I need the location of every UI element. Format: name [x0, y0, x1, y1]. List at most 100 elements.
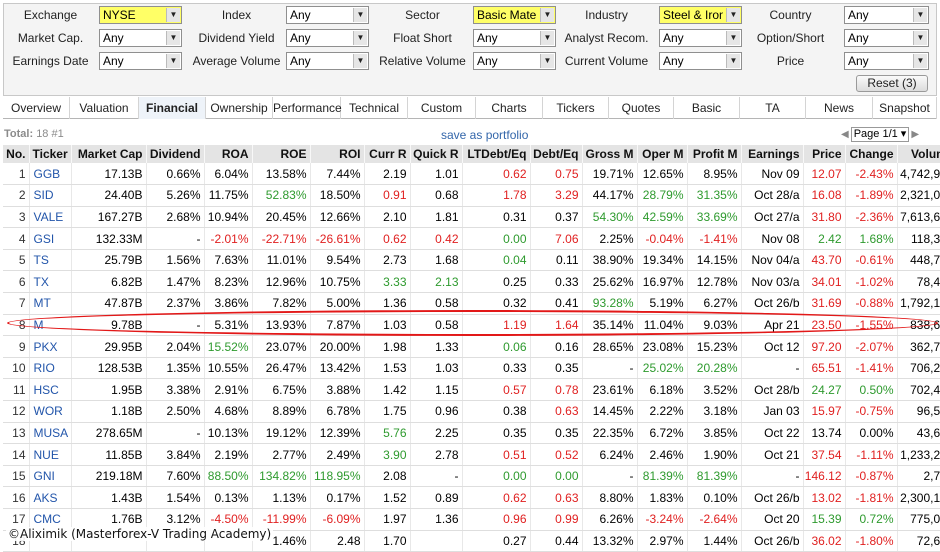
ticker-link[interactable]: TS	[29, 249, 72, 272]
ticker-link[interactable]: AKS	[29, 486, 72, 509]
table-row[interactable]: 7 MT 47.87B 2.37% 3.86% 7.82% 5.00% 1.36 0.58 0.3…	[3, 292, 940, 315]
dropdown-arrow-icon[interactable]: ▼	[166, 54, 180, 68]
filter-select[interactable]: Any ▼	[659, 29, 742, 47]
tab-news[interactable]: News	[806, 97, 873, 119]
filter-select[interactable]: Any ▼	[844, 6, 929, 24]
table-row[interactable]: 10 RIO 128.53B 1.35% 10.55% 26.47% 13.42% 1.53 1…	[3, 357, 940, 380]
ticker-link[interactable]: WOR	[29, 400, 72, 423]
ticker-link[interactable]: GNI	[29, 465, 72, 488]
column-header[interactable]: Price	[803, 145, 846, 163]
tab-tickers[interactable]: Tickers	[543, 97, 609, 119]
filter-select[interactable]: Any ▼	[286, 29, 369, 47]
ticker-link[interactable]: PKX	[29, 335, 72, 358]
filter-select[interactable]: NYSE ▼	[99, 6, 182, 24]
ticker-link[interactable]: SID	[29, 184, 72, 207]
column-header[interactable]: Volume	[897, 145, 940, 163]
ticker-link[interactable]: VALE	[29, 206, 72, 229]
table-row[interactable]: 3 VALE 167.27B 2.68% 10.94% 20.45% 12.66% 2.10 1…	[3, 206, 940, 229]
filter-select[interactable]: Any ▼	[844, 29, 929, 47]
dropdown-arrow-icon[interactable]: ▼	[726, 54, 740, 68]
table-row[interactable]: 2 SID 24.40B 5.26% 11.75% 52.83% 18.50% 0.91 0.6…	[3, 184, 940, 207]
dropdown-arrow-icon[interactable]: ▼	[913, 54, 927, 68]
column-header[interactable]: Profit M	[687, 145, 742, 163]
filter-select[interactable]: Any ▼	[99, 52, 182, 70]
dropdown-arrow-icon[interactable]: ▼	[726, 31, 740, 45]
column-header[interactable]: Oper M	[637, 145, 688, 163]
filter-select[interactable]: Any ▼	[473, 29, 556, 47]
column-header[interactable]: LTDebt/Eq	[462, 145, 531, 163]
tab-snapshot[interactable]: Snapshot	[873, 97, 937, 119]
tab-ta[interactable]: TA	[740, 97, 806, 119]
tab-custom[interactable]: Custom	[408, 97, 476, 119]
ticker-link[interactable]: NUE	[29, 443, 72, 466]
filter-select[interactable]: Any ▼	[844, 52, 929, 70]
filter-select[interactable]: Steel & Iron ▼	[659, 6, 742, 24]
column-header[interactable]: No.	[3, 145, 30, 163]
table-cell: 1.01	[410, 163, 463, 186]
tab-charts[interactable]: Charts	[476, 97, 543, 119]
ticker-link[interactable]: GSI	[29, 227, 72, 250]
tab-basic[interactable]: Basic	[674, 97, 740, 119]
table-row[interactable]: 13 MUSA 278.65M -10.13% 19.12% 12.39% 5.76 2.25…	[3, 422, 940, 445]
filter-select[interactable]: Any ▼	[659, 52, 742, 70]
dropdown-arrow-icon[interactable]: ▼	[540, 31, 554, 45]
column-header[interactable]: Earnings	[741, 145, 804, 163]
ticker-link[interactable]: MUSA	[29, 422, 72, 445]
tab-overview[interactable]: Overview	[3, 97, 70, 119]
filter-select[interactable]: Any ▼	[286, 52, 369, 70]
table-row[interactable]: 4 GSI 132.33M - -2.01% -22.71% -26.61% 0.62 0.42…	[3, 227, 940, 250]
dropdown-arrow-icon[interactable]: ▼	[353, 54, 367, 68]
next-page-icon[interactable]: ▶	[911, 129, 920, 140]
filter-select[interactable]: Any ▼	[286, 6, 369, 24]
table-row[interactable]: 1 GGB 17.13B 0.66% 6.04% 13.58% 7.44% 2.19 1.01 0…	[3, 163, 940, 186]
column-header[interactable]: Gross M	[582, 145, 638, 163]
column-header[interactable]: ROI	[310, 145, 365, 163]
ticker-link[interactable]: M	[29, 314, 72, 337]
table-row[interactable]: 9 PKX 29.95B 2.04% 15.52% 23.07% 20.00% 1.98 1.3…	[3, 335, 940, 358]
table-row[interactable]: 5 TS 25.79B 1.56% 7.63% 11.01% 9.54% 2.73 1.68 0.…	[3, 249, 940, 272]
column-header[interactable]: Change	[845, 145, 898, 163]
ticker-link[interactable]: HSC	[29, 378, 72, 402]
column-header[interactable]: ROA	[204, 145, 253, 163]
page-select[interactable]: Page 1/1 ▾	[850, 127, 910, 142]
column-header[interactable]: Debt/Eq	[530, 145, 583, 163]
dropdown-arrow-icon[interactable]: ▼	[913, 31, 927, 45]
filter-select[interactable]: Any ▼	[99, 29, 182, 47]
dropdown-arrow-icon[interactable]: ▼	[726, 8, 740, 22]
table-row[interactable]: 8 M 9.78B -5.31% 13.93% 7.87% 1.03 0.58 1.19 1.64…	[3, 314, 940, 337]
column-header[interactable]: Quick R	[410, 145, 463, 163]
ticker-link[interactable]: TX	[29, 270, 72, 294]
table-row[interactable]: 12 WOR 1.18B 2.50% 4.68% 8.89% 6.78% 1.75 0.96 0.…	[3, 400, 940, 423]
reset-filters-button[interactable]: Reset (3)	[856, 75, 928, 92]
column-header[interactable]: Curr R	[364, 145, 411, 163]
ticker-link[interactable]: MT	[29, 292, 72, 315]
tab-quotes[interactable]: Quotes	[609, 97, 674, 119]
tab-technical[interactable]: Technical	[341, 97, 408, 119]
table-row[interactable]: 11 HSC 1.95B 3.38% 2.91% 6.75% 3.88% 1.42 1.15 0.…	[3, 378, 940, 402]
dropdown-arrow-icon[interactable]: ▼	[353, 8, 367, 22]
table-row[interactable]: 14 NUE 11.85B 3.84% 2.19% 2.77% 2.49% 3.90 2.78 0…	[3, 443, 940, 466]
tab-ownership[interactable]: Ownership	[206, 97, 273, 119]
filter-select[interactable]: Any ▼	[473, 52, 556, 70]
dropdown-arrow-icon[interactable]: ▼	[166, 31, 180, 45]
dropdown-arrow-icon[interactable]: ▼	[353, 31, 367, 45]
table-row[interactable]: 16 AKS 1.43B 1.54% 0.13% 1.13% 0.17% 1.52 0.89 0.…	[3, 486, 940, 509]
dropdown-arrow-icon[interactable]: ▼	[913, 8, 927, 22]
tab-performance[interactable]: Performance	[273, 97, 342, 119]
tab-financial[interactable]: Financial	[139, 97, 206, 119]
dropdown-arrow-icon[interactable]: ▼	[540, 54, 554, 68]
prev-page-icon[interactable]: ◀	[841, 129, 849, 140]
column-header[interactable]: Dividend	[146, 145, 205, 163]
table-row[interactable]: 6 TX 6.82B 1.47% 8.23% 12.96% 10.75% 3.33 2.13 0.…	[3, 270, 940, 294]
ticker-link[interactable]: RIO	[29, 357, 72, 380]
column-header[interactable]: Market Cap	[71, 145, 147, 163]
ticker-link[interactable]: GGB	[29, 163, 72, 186]
dropdown-arrow-icon[interactable]: ▼	[166, 8, 180, 22]
save-as-portfolio-link[interactable]: save as portfolio	[441, 128, 529, 142]
column-header[interactable]: ROE	[252, 145, 311, 163]
tab-valuation[interactable]: Valuation	[70, 97, 139, 119]
table-row[interactable]: 15 GNI 219.18M 7.60% 88.50% 134.82% 118.95% 2.0…	[3, 465, 940, 488]
filter-select[interactable]: Basic Materia▼	[473, 6, 556, 24]
column-header[interactable]: Ticker	[29, 145, 72, 163]
dropdown-arrow-icon[interactable]: ▼	[540, 8, 554, 22]
